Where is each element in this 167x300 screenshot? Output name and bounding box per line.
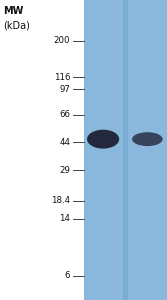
Bar — [128, 0, 167, 300]
Bar — [84, 0, 123, 300]
Text: MW: MW — [3, 6, 24, 16]
Text: 200: 200 — [54, 36, 70, 45]
Text: 97: 97 — [59, 85, 70, 94]
Text: 66: 66 — [59, 110, 70, 119]
Ellipse shape — [132, 132, 163, 146]
Text: 29: 29 — [59, 166, 70, 175]
Text: (kDa): (kDa) — [3, 21, 30, 31]
Text: 116: 116 — [54, 73, 70, 82]
Ellipse shape — [87, 130, 119, 148]
Bar — [84, 0, 167, 300]
Text: 14: 14 — [59, 214, 70, 224]
Text: 18.4: 18.4 — [51, 196, 70, 205]
Text: 44: 44 — [59, 138, 70, 147]
Text: 6: 6 — [65, 271, 70, 280]
